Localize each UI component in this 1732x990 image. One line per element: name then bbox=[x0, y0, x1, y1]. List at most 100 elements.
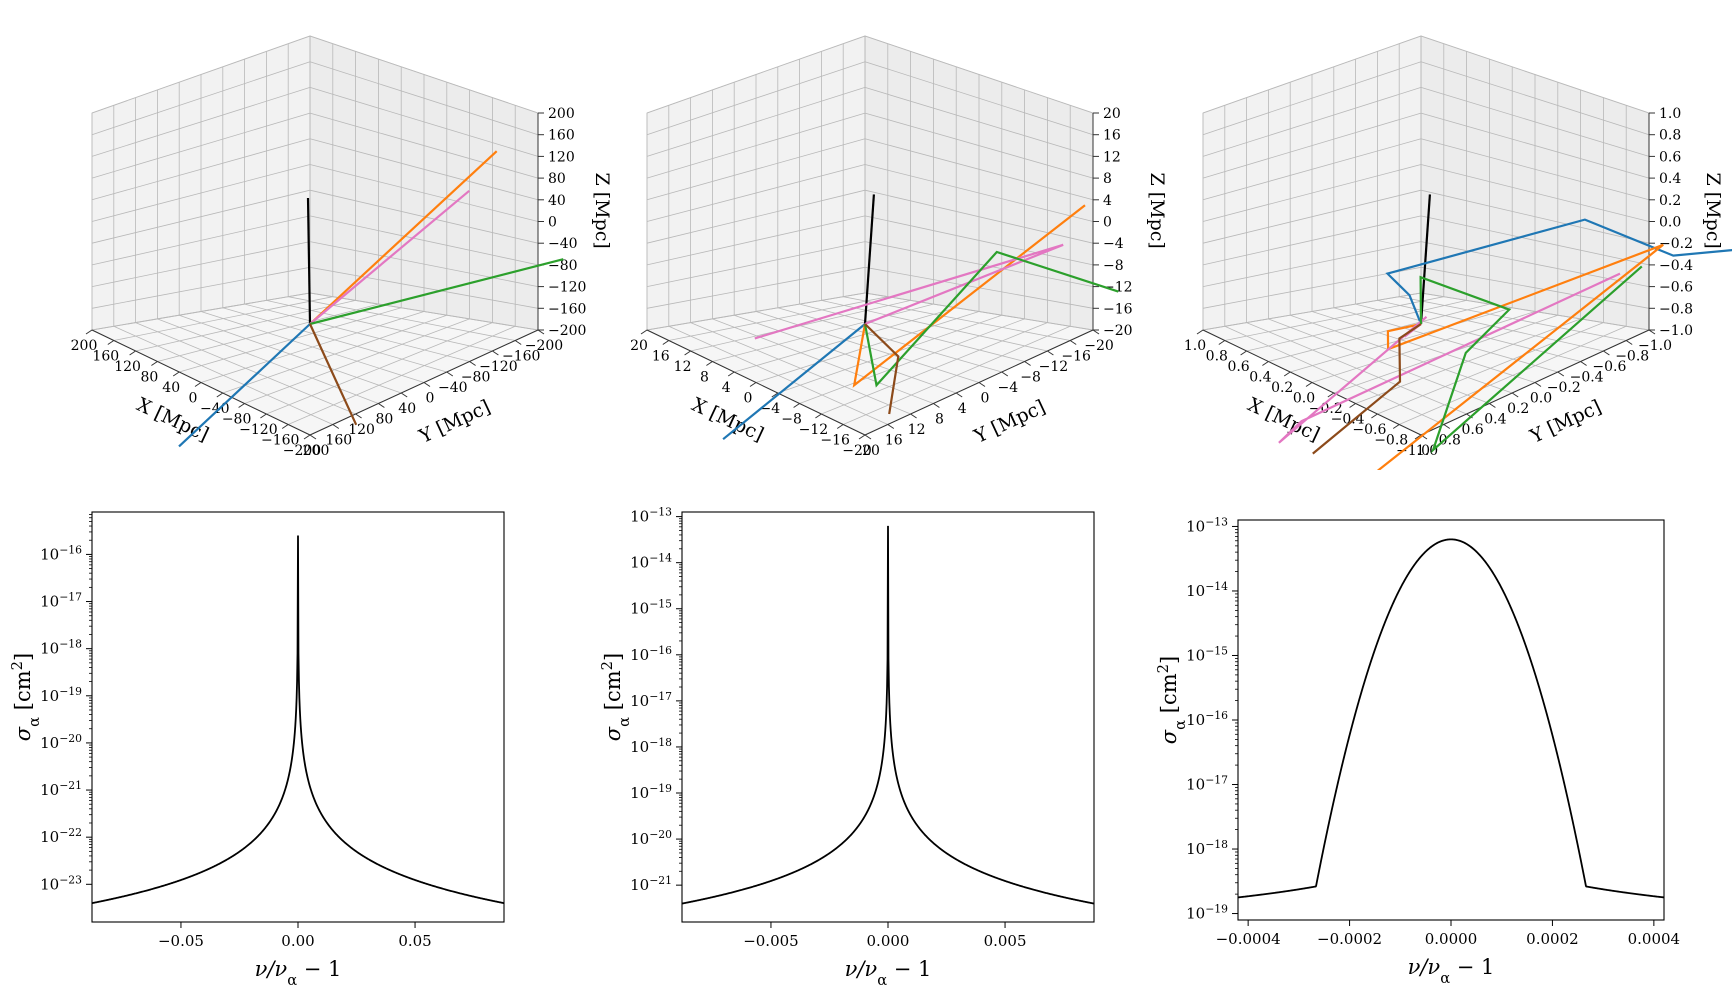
grid-line bbox=[266, 300, 493, 352]
y-tick bbox=[423, 382, 431, 387]
y-tick-label: 10−15 bbox=[1186, 644, 1228, 665]
y-tick-label: 10−17 bbox=[40, 590, 82, 611]
y-tick-label: 0.8 bbox=[1439, 433, 1461, 449]
trajectory-1 bbox=[1385, 218, 1732, 325]
y-tick bbox=[978, 382, 986, 387]
grid-line bbox=[864, 292, 1094, 331]
x-tick-label: −0.0004 bbox=[1216, 930, 1281, 948]
x-tick bbox=[1371, 413, 1378, 419]
y-tick-label: 10−14 bbox=[630, 551, 672, 572]
y-tick-label: 10−17 bbox=[630, 689, 672, 710]
y-tick-label: 10−15 bbox=[630, 597, 672, 618]
grid-line bbox=[646, 164, 866, 222]
y-tick-label: −12 bbox=[1039, 359, 1069, 375]
y-tick-label: 10−19 bbox=[630, 782, 672, 803]
trajectory-5 bbox=[864, 323, 900, 415]
y-tick-label: 16 bbox=[885, 433, 903, 449]
y-tick bbox=[537, 329, 545, 335]
y-tick-label: −80 bbox=[461, 370, 491, 386]
panel-3d-top-middle: 201612840−4−8−12−16−20201612840−4−8−12−1… bbox=[630, 35, 1168, 459]
x-tick bbox=[1283, 371, 1291, 377]
trajectory-4 bbox=[309, 258, 564, 326]
y-tick-label: 0 bbox=[981, 391, 990, 407]
x-tick-label: 0 bbox=[744, 391, 753, 407]
z-tick-label: −120 bbox=[548, 280, 586, 296]
grid-line bbox=[1355, 318, 1581, 404]
y-tick-label: 8 bbox=[935, 412, 944, 428]
grid-line bbox=[1420, 292, 1650, 331]
x-tick bbox=[771, 392, 779, 398]
grid-line bbox=[309, 164, 539, 222]
x-tick-label: 40 bbox=[162, 380, 180, 396]
x-tick bbox=[1414, 434, 1422, 440]
y-tick bbox=[1092, 329, 1100, 335]
grid-line bbox=[864, 138, 1094, 201]
x-tick-label: 0.000 bbox=[867, 932, 910, 950]
trajectory-3 bbox=[309, 189, 470, 325]
z-tick-label: 8 bbox=[1103, 171, 1112, 187]
grid-line bbox=[1311, 311, 1536, 383]
grid-line bbox=[864, 112, 1094, 179]
x-axis-label: X [Mpc] bbox=[688, 394, 767, 446]
y-tick bbox=[1625, 340, 1633, 345]
grid-line bbox=[91, 112, 311, 179]
z-tick-label: −0.2 bbox=[1659, 236, 1693, 252]
x-tick-label: 0.8 bbox=[1206, 349, 1228, 365]
x-tick-label: 8 bbox=[700, 370, 709, 386]
x-tick-label: −0.8 bbox=[1374, 433, 1408, 449]
y-tick-label: −1.0 bbox=[1638, 338, 1672, 354]
x-tick bbox=[1262, 361, 1269, 366]
x-tick-label: 0.0002 bbox=[1526, 930, 1579, 948]
z-tick-label: 0.0 bbox=[1659, 215, 1681, 231]
x-tick bbox=[706, 361, 713, 366]
x-tick-label: 16 bbox=[652, 349, 670, 365]
trajectory-2 bbox=[852, 204, 1086, 388]
trajectory-0 bbox=[1419, 194, 1431, 325]
grid-line bbox=[843, 296, 1071, 341]
y-tick bbox=[1557, 371, 1565, 377]
x-tick-label: 0.005 bbox=[984, 932, 1027, 950]
x-tick-label: 1.0 bbox=[1184, 338, 1206, 354]
z-tick-label: 1.0 bbox=[1659, 106, 1681, 122]
z-tick-label: 0.2 bbox=[1659, 193, 1681, 209]
x-tick bbox=[1349, 403, 1356, 408]
grid-line bbox=[1333, 307, 1558, 373]
y-tick-label: 10−20 bbox=[630, 828, 672, 849]
z-tick-label: 20 bbox=[1103, 106, 1121, 122]
y-tick-label: 10−20 bbox=[40, 731, 82, 752]
y-tick bbox=[1648, 329, 1656, 335]
grid-line bbox=[200, 311, 425, 383]
panel-bottom-left: 10−23 10−22 10−21 10−20 10−19 10−18 10−17 10−16… bbox=[9, 511, 505, 989]
y-tick-label: 10−19 bbox=[1186, 902, 1228, 923]
y-tick-label: −20 bbox=[1084, 338, 1114, 354]
trajectory-2 bbox=[309, 150, 498, 325]
y-tick-label: −0.8 bbox=[1615, 349, 1649, 365]
y-tick-label: 10−16 bbox=[1186, 709, 1228, 730]
y-tick-label: −16 bbox=[1061, 349, 1091, 365]
grid-line bbox=[755, 311, 980, 383]
x-tick-label: −4 bbox=[759, 401, 780, 417]
plot-frame bbox=[681, 511, 1095, 923]
y-tick bbox=[309, 434, 317, 440]
y-tick bbox=[910, 413, 917, 419]
y-tick-label: 20 bbox=[862, 443, 880, 459]
y-tick-label: −40 bbox=[438, 380, 468, 396]
y-tick-label: 160 bbox=[325, 433, 352, 449]
grid-line bbox=[1420, 138, 1650, 201]
y-tick-label: 200 bbox=[303, 443, 330, 459]
grid-line bbox=[91, 61, 311, 136]
x-tick-label: 0.0 bbox=[1293, 391, 1315, 407]
y-tick-label: 10−13 bbox=[630, 505, 672, 526]
y-tick-label: 10−16 bbox=[40, 543, 82, 564]
y-tick-label: 10−17 bbox=[1186, 773, 1228, 794]
x-tick bbox=[640, 329, 648, 335]
z-tick-label: −4 bbox=[1103, 236, 1124, 252]
y-tick bbox=[1534, 382, 1542, 387]
x-tick-label: 0.05 bbox=[398, 932, 431, 950]
y-tick bbox=[1603, 350, 1610, 356]
x-tick bbox=[815, 413, 822, 419]
grid-line bbox=[309, 112, 539, 179]
x-tick-label: −0.4 bbox=[1331, 412, 1365, 428]
x-tick-label: −200 bbox=[283, 443, 321, 459]
